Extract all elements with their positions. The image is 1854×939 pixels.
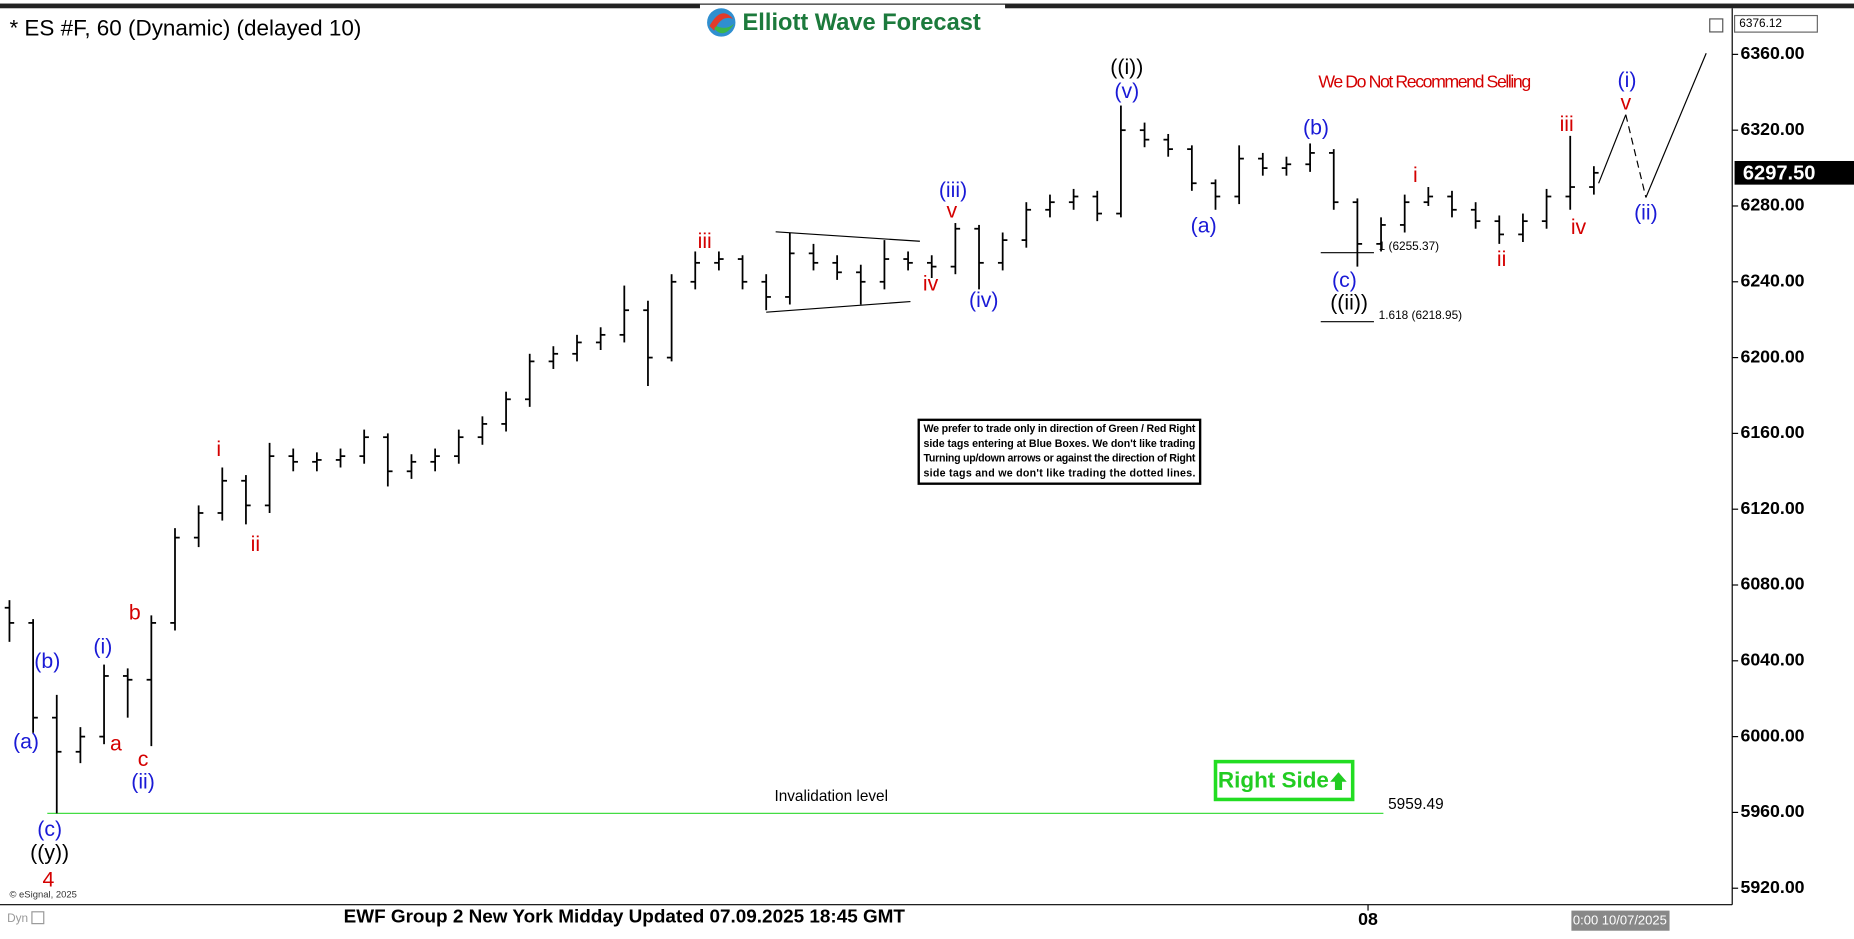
y-tick-label: 6200.00 [1740, 346, 1804, 366]
y-tick-label: 6000.00 [1740, 725, 1804, 745]
logo-swirl [714, 23, 735, 34]
y-tick-label: 6320.00 [1740, 119, 1804, 139]
wave-label: i [1413, 163, 1418, 187]
top-price: 6376.12 [1739, 16, 1782, 30]
date-box [1571, 910, 1670, 931]
wave-label: (iii) [939, 178, 967, 202]
note: We prefer to trade only in direction of … [923, 423, 1195, 479]
wave-label: ii [1497, 247, 1506, 271]
projection-line [1645, 52, 1707, 198]
note-line: side tags and we don't like trading the … [923, 467, 1195, 479]
mode: Dyn [7, 911, 28, 925]
wave-label: b [129, 600, 141, 624]
y-tick-label: 6160.00 [1740, 422, 1804, 442]
footer: EWF Group 2 New York Midday Updated 07.0… [344, 907, 906, 928]
note-line: Turning up/down arrows or against the di… [923, 453, 1195, 465]
warning: We Do Not Recommend Selling [1318, 71, 1531, 91]
wave-label: iv [1571, 215, 1587, 239]
triangle-line [775, 231, 920, 242]
x-tick-label: 08 [1358, 909, 1378, 929]
wave-label: c [138, 747, 149, 771]
fib-label: 1 (6255.37) [1379, 239, 1439, 253]
wave-label: (iv) [969, 288, 999, 312]
invalidation-value: 5959.49 [1388, 796, 1444, 813]
right-side-arrow [1330, 772, 1347, 790]
wave-label: iii [698, 229, 712, 253]
triangle-line [766, 300, 911, 313]
wave-label: i [216, 437, 221, 461]
wave-label: (i) [1618, 68, 1637, 92]
wave-label: a [110, 732, 122, 756]
wave-label: (i) [93, 635, 112, 659]
wave-label: ii [251, 532, 260, 556]
wave-label: (v) [1114, 79, 1139, 103]
y-tick-label: 6120.00 [1740, 498, 1804, 518]
wave-label: (c) [37, 817, 62, 841]
date-label: 0:00 10/07/2025 [1573, 913, 1667, 928]
right-side-label: Right Side [1218, 768, 1329, 793]
wave-label: v [947, 198, 958, 222]
wave-label: ((i)) [1110, 55, 1143, 79]
logo-text: Elliott Wave Forecast [743, 10, 981, 36]
wave-label: (a) [1191, 214, 1217, 238]
window-icon[interactable] [1709, 18, 1724, 33]
invalidation-label: Invalidation level [774, 788, 888, 805]
fib-label: 1.618 (6218.95) [1379, 308, 1462, 322]
wave-label: (b) [34, 649, 60, 673]
mode-icon[interactable] [31, 911, 45, 925]
copyright: © eSignal, 2025 [9, 890, 76, 901]
wave-label: ((y)) [30, 840, 69, 864]
wave-label: (ii) [131, 770, 155, 794]
wave-label: iii [1560, 112, 1574, 136]
wave-label: iv [923, 272, 939, 296]
y-tick-label: 6280.00 [1740, 195, 1804, 215]
y-tick-label: 6080.00 [1740, 574, 1804, 594]
wave-label: 4 [43, 868, 55, 892]
chart-title: * ES #F, 60 (Dynamic) (delayed 10) [9, 16, 361, 41]
wave-label: (ii) [1634, 201, 1658, 225]
y-tick-label: 6040.00 [1740, 649, 1804, 669]
wave-label: ((ii)) [1330, 291, 1368, 315]
y-tick-label: 6240.00 [1740, 270, 1804, 290]
right-side-box [1213, 759, 1355, 802]
wave-label: (a) [13, 729, 39, 753]
wave-label: v [1620, 91, 1631, 115]
logo-bg [699, 4, 1006, 41]
wave-label: (b) [1303, 116, 1329, 140]
last-price-box [1734, 160, 1854, 185]
wave-label: (c) [1332, 268, 1357, 292]
y-tick-label: 6360.00 [1740, 43, 1804, 63]
note-line: side tags entering at Blue Boxes. We don… [923, 438, 1195, 450]
note-box [917, 418, 1202, 485]
note-line: We prefer to trade only in direction of … [923, 423, 1195, 435]
y-tick-label: 5920.00 [1740, 877, 1804, 897]
y-tick-label: 5960.00 [1740, 801, 1804, 821]
last-price: 6297.50 [1743, 162, 1816, 184]
top-price-box [1733, 14, 1818, 33]
logo-swirl [709, 13, 734, 31]
projection-line [1598, 114, 1627, 184]
projection-dashed [1625, 114, 1647, 198]
